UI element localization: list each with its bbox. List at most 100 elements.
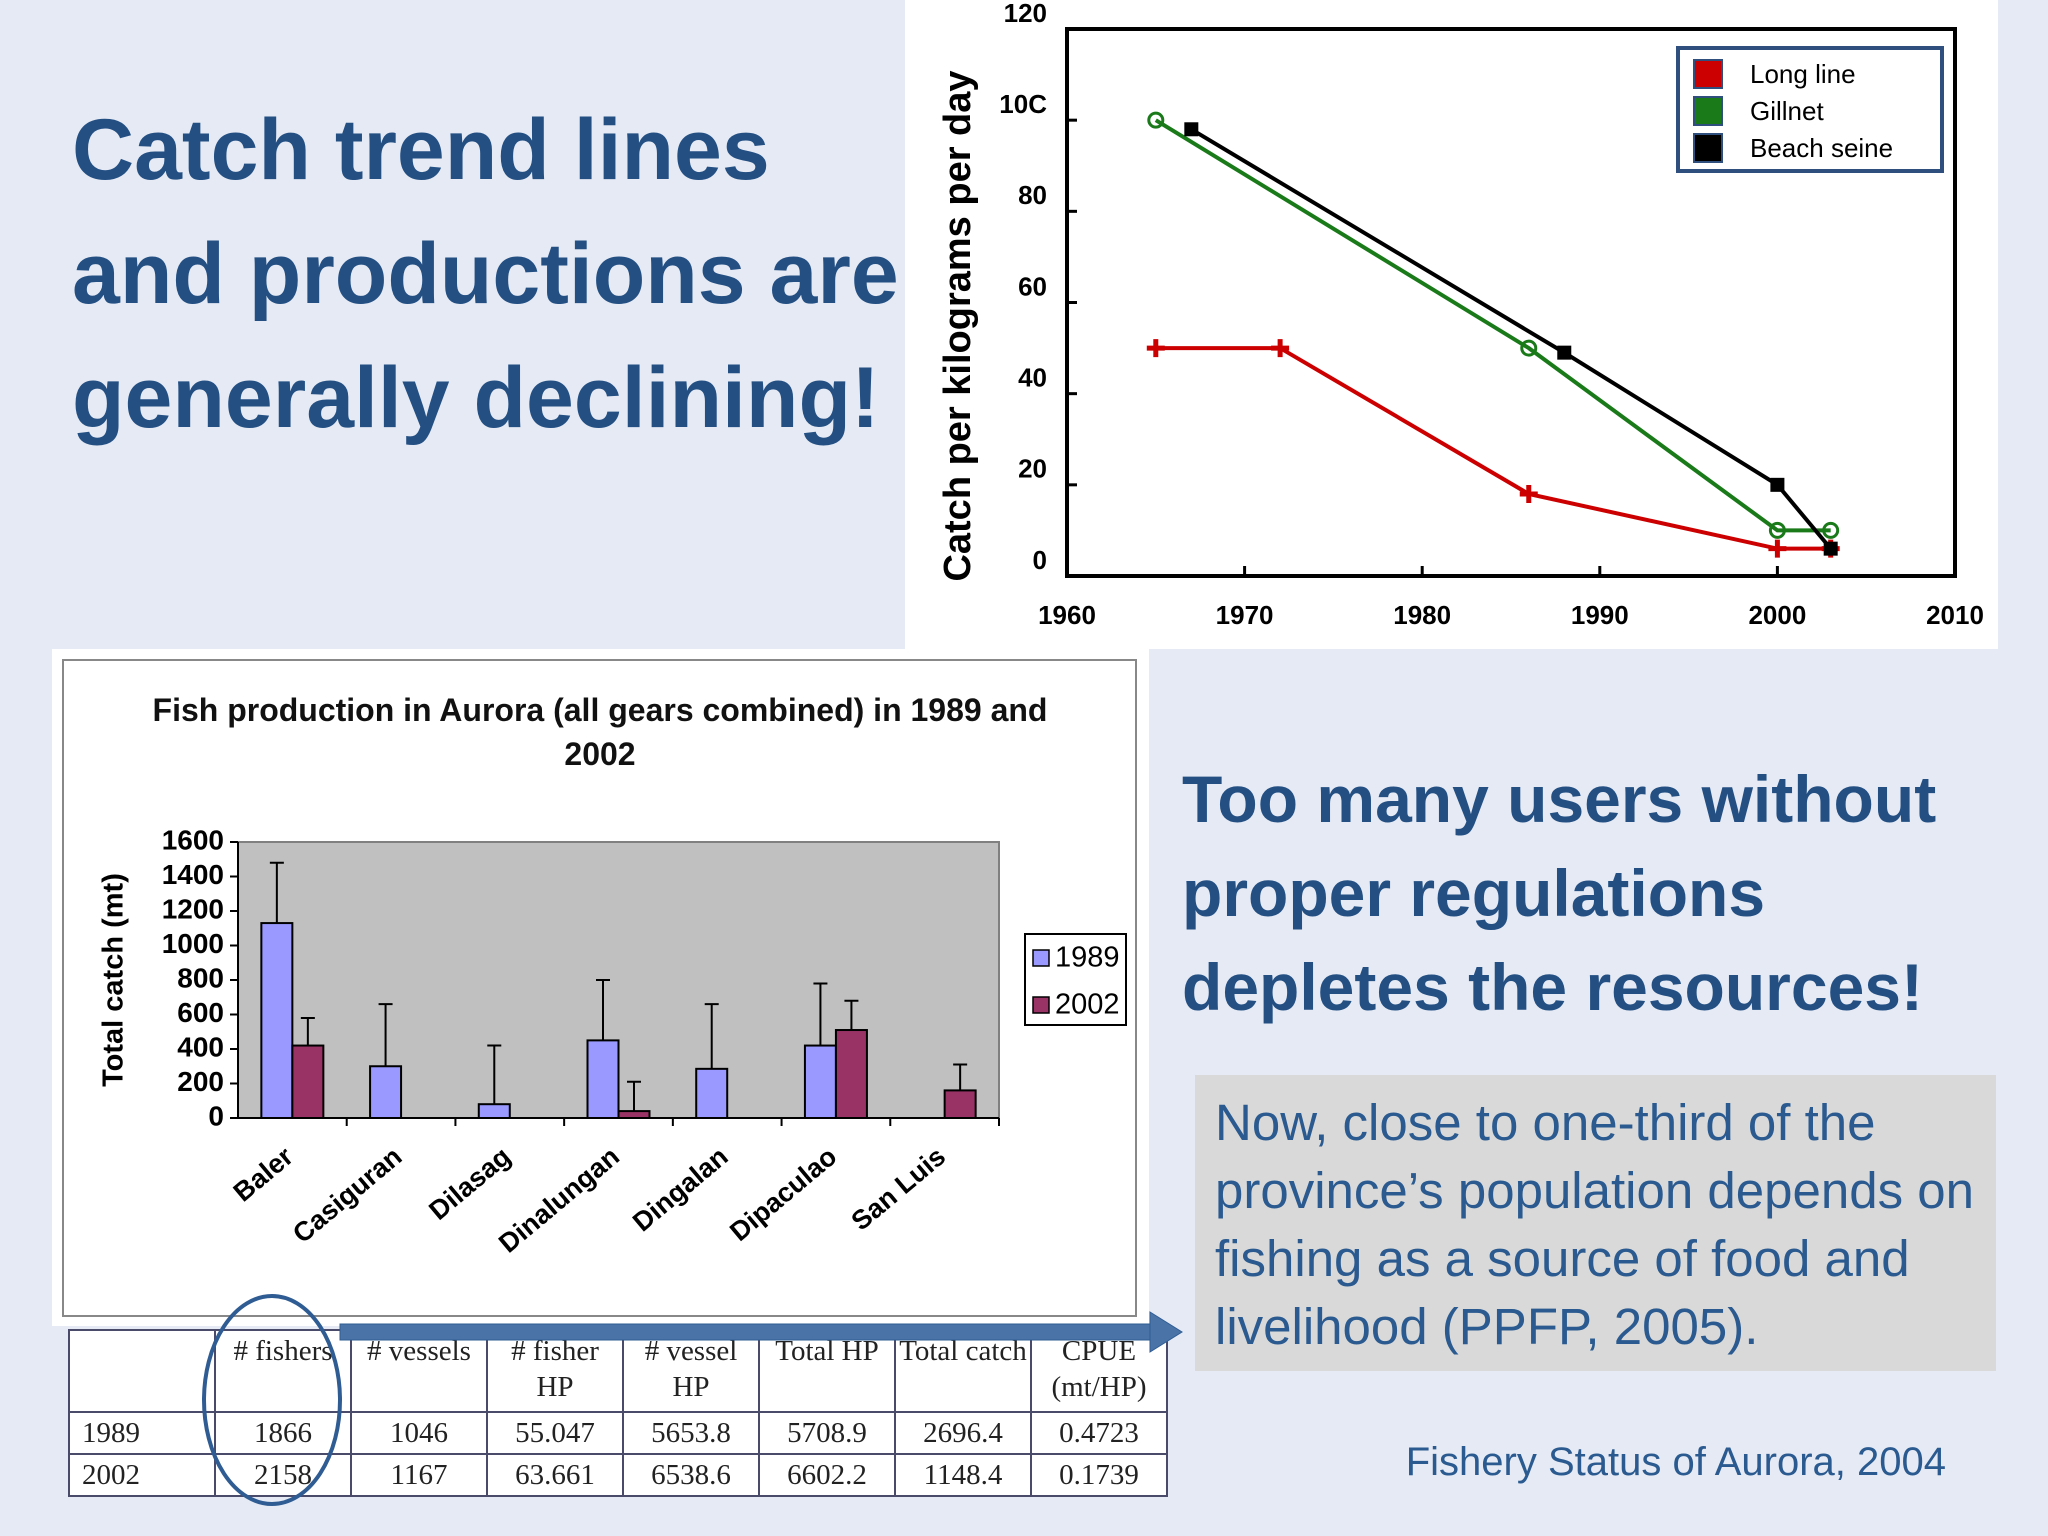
table-cell: 0.4723 [1030, 1411, 1168, 1455]
legend-swatch [1032, 996, 1050, 1014]
header-cell: # vessels [350, 1329, 488, 1413]
point [1822, 521, 1840, 539]
y-tick-label: 60 [1018, 271, 1047, 301]
table-cell: 1148.4 [894, 1453, 1032, 1497]
legend-swatch [1693, 133, 1723, 163]
x-tick-label: 2000 [1748, 600, 1806, 630]
legend-label: 1989 [1055, 942, 1120, 974]
table-cell: 2158 [214, 1453, 352, 1497]
table-cell: 1167 [350, 1453, 488, 1497]
table-cell: 6538.6 [622, 1453, 760, 1497]
y-tick-label: 1400 [162, 859, 224, 890]
corner-cell [68, 1329, 216, 1413]
heading: Catch trend lines and productions are ge… [72, 102, 899, 446]
x-tick-label: 2010 [1926, 600, 1984, 630]
legend-label: Beach seine [1750, 133, 1893, 163]
y-tick-label: 800 [177, 962, 224, 993]
legend-label: Long line [1750, 59, 1856, 89]
y-axis-label: Total catch (mt) [98, 873, 130, 1087]
legend-swatch [1032, 949, 1050, 967]
table-cell: 2696.4 [894, 1411, 1032, 1455]
subheading: Too many users without proper regulation… [1182, 762, 1937, 1024]
table-cell: 1046 [350, 1411, 488, 1455]
table-cell: 55.047 [486, 1411, 624, 1455]
error-bar [813, 982, 828, 1046]
x-tick-label: 1970 [1216, 600, 1274, 630]
chart-title: Fish production in Aurora (all gears com… [152, 692, 1048, 772]
header-cell: Total HP [758, 1329, 896, 1413]
data-table: # fishers # vessels # fisher HP # vessel HP… [68, 1329, 1168, 1497]
series-line [1154, 118, 1831, 533]
header-cell: # fishers [214, 1329, 352, 1413]
point [1823, 541, 1838, 556]
point [1768, 539, 1787, 558]
point [1147, 111, 1165, 129]
point [1768, 521, 1786, 539]
x-tick-label: 1990 [1571, 600, 1629, 630]
bar [586, 1039, 620, 1119]
series-line [1190, 127, 1833, 550]
bar [617, 1110, 651, 1119]
y-tick-label: 10C [999, 89, 1047, 119]
point [1520, 339, 1538, 357]
y-tick-label: 1000 [162, 928, 224, 959]
point [1146, 339, 1165, 358]
error-bar [627, 1080, 641, 1112]
table-cell: 63.661 [486, 1453, 624, 1497]
point [1184, 122, 1199, 137]
legend-label: 2002 [1055, 989, 1120, 1021]
table-row: 1989 1866 1046 55.047 5653.8 5708.9 2696.4 0.47… [68, 1411, 1168, 1455]
bar [695, 1067, 729, 1120]
header-cell: # fisher HP [486, 1329, 624, 1413]
y-tick-label: 600 [177, 997, 224, 1028]
caption: Fishery Status of Aurora, 2004 [1405, 1440, 1946, 1484]
error-bar [704, 1003, 719, 1069]
point [1271, 339, 1290, 358]
header-cell: Total catch [894, 1329, 1032, 1413]
bar [943, 1089, 977, 1120]
y-tick-label: 0 [208, 1100, 224, 1131]
error-bar [844, 999, 859, 1031]
error-bar [953, 1063, 968, 1091]
table-row: 2002 2158 1167 63.661 6538.6 6602.2 1148.4 0.17… [68, 1453, 1168, 1497]
point [1770, 477, 1785, 492]
bar [291, 1044, 325, 1120]
table-cell: 2002 [68, 1453, 216, 1497]
y-tick-label: 20 [1018, 454, 1047, 484]
legend-swatch [1693, 59, 1723, 89]
error-bar [269, 861, 284, 924]
bar [477, 1103, 511, 1119]
error-bar [596, 979, 610, 1041]
header-cell: CPUE (mt/HP) [1030, 1329, 1168, 1413]
bar [834, 1029, 868, 1120]
y-tick-label: 1600 [162, 824, 224, 855]
point [1519, 484, 1538, 503]
table-cell: 6602.2 [758, 1453, 896, 1497]
table-cell: 1866 [214, 1411, 352, 1455]
y-tick-label: 0 [1033, 545, 1047, 575]
bar [803, 1044, 837, 1120]
legend-label: Gillnet [1750, 96, 1824, 126]
y-tick-label: 120 [1004, 0, 1047, 28]
table-cell: 5653.8 [622, 1411, 760, 1455]
table-cell: 0.1739 [1030, 1453, 1168, 1497]
error-bar [487, 1044, 502, 1105]
x-tick-label: 1960 [1038, 600, 1096, 630]
y-tick-label: 400 [177, 1031, 224, 1062]
y-tick-label: 40 [1018, 363, 1047, 393]
error-bar [300, 1016, 315, 1046]
header-cell: # vessel HP [622, 1329, 760, 1413]
y-tick-label: 1200 [162, 893, 224, 924]
x-tick-label: 1980 [1393, 600, 1451, 630]
y-axis-label: Catch per kilograms per day [937, 70, 979, 581]
error-bar [378, 1003, 393, 1067]
bar [369, 1065, 403, 1119]
y-tick-label: 80 [1018, 180, 1047, 210]
callout: Now, close to one-third of the province’… [1195, 1075, 1996, 1371]
table-cell: 1989 [68, 1411, 216, 1455]
bar [260, 922, 294, 1120]
point [1557, 345, 1572, 360]
table-cell: 5708.9 [758, 1411, 896, 1455]
